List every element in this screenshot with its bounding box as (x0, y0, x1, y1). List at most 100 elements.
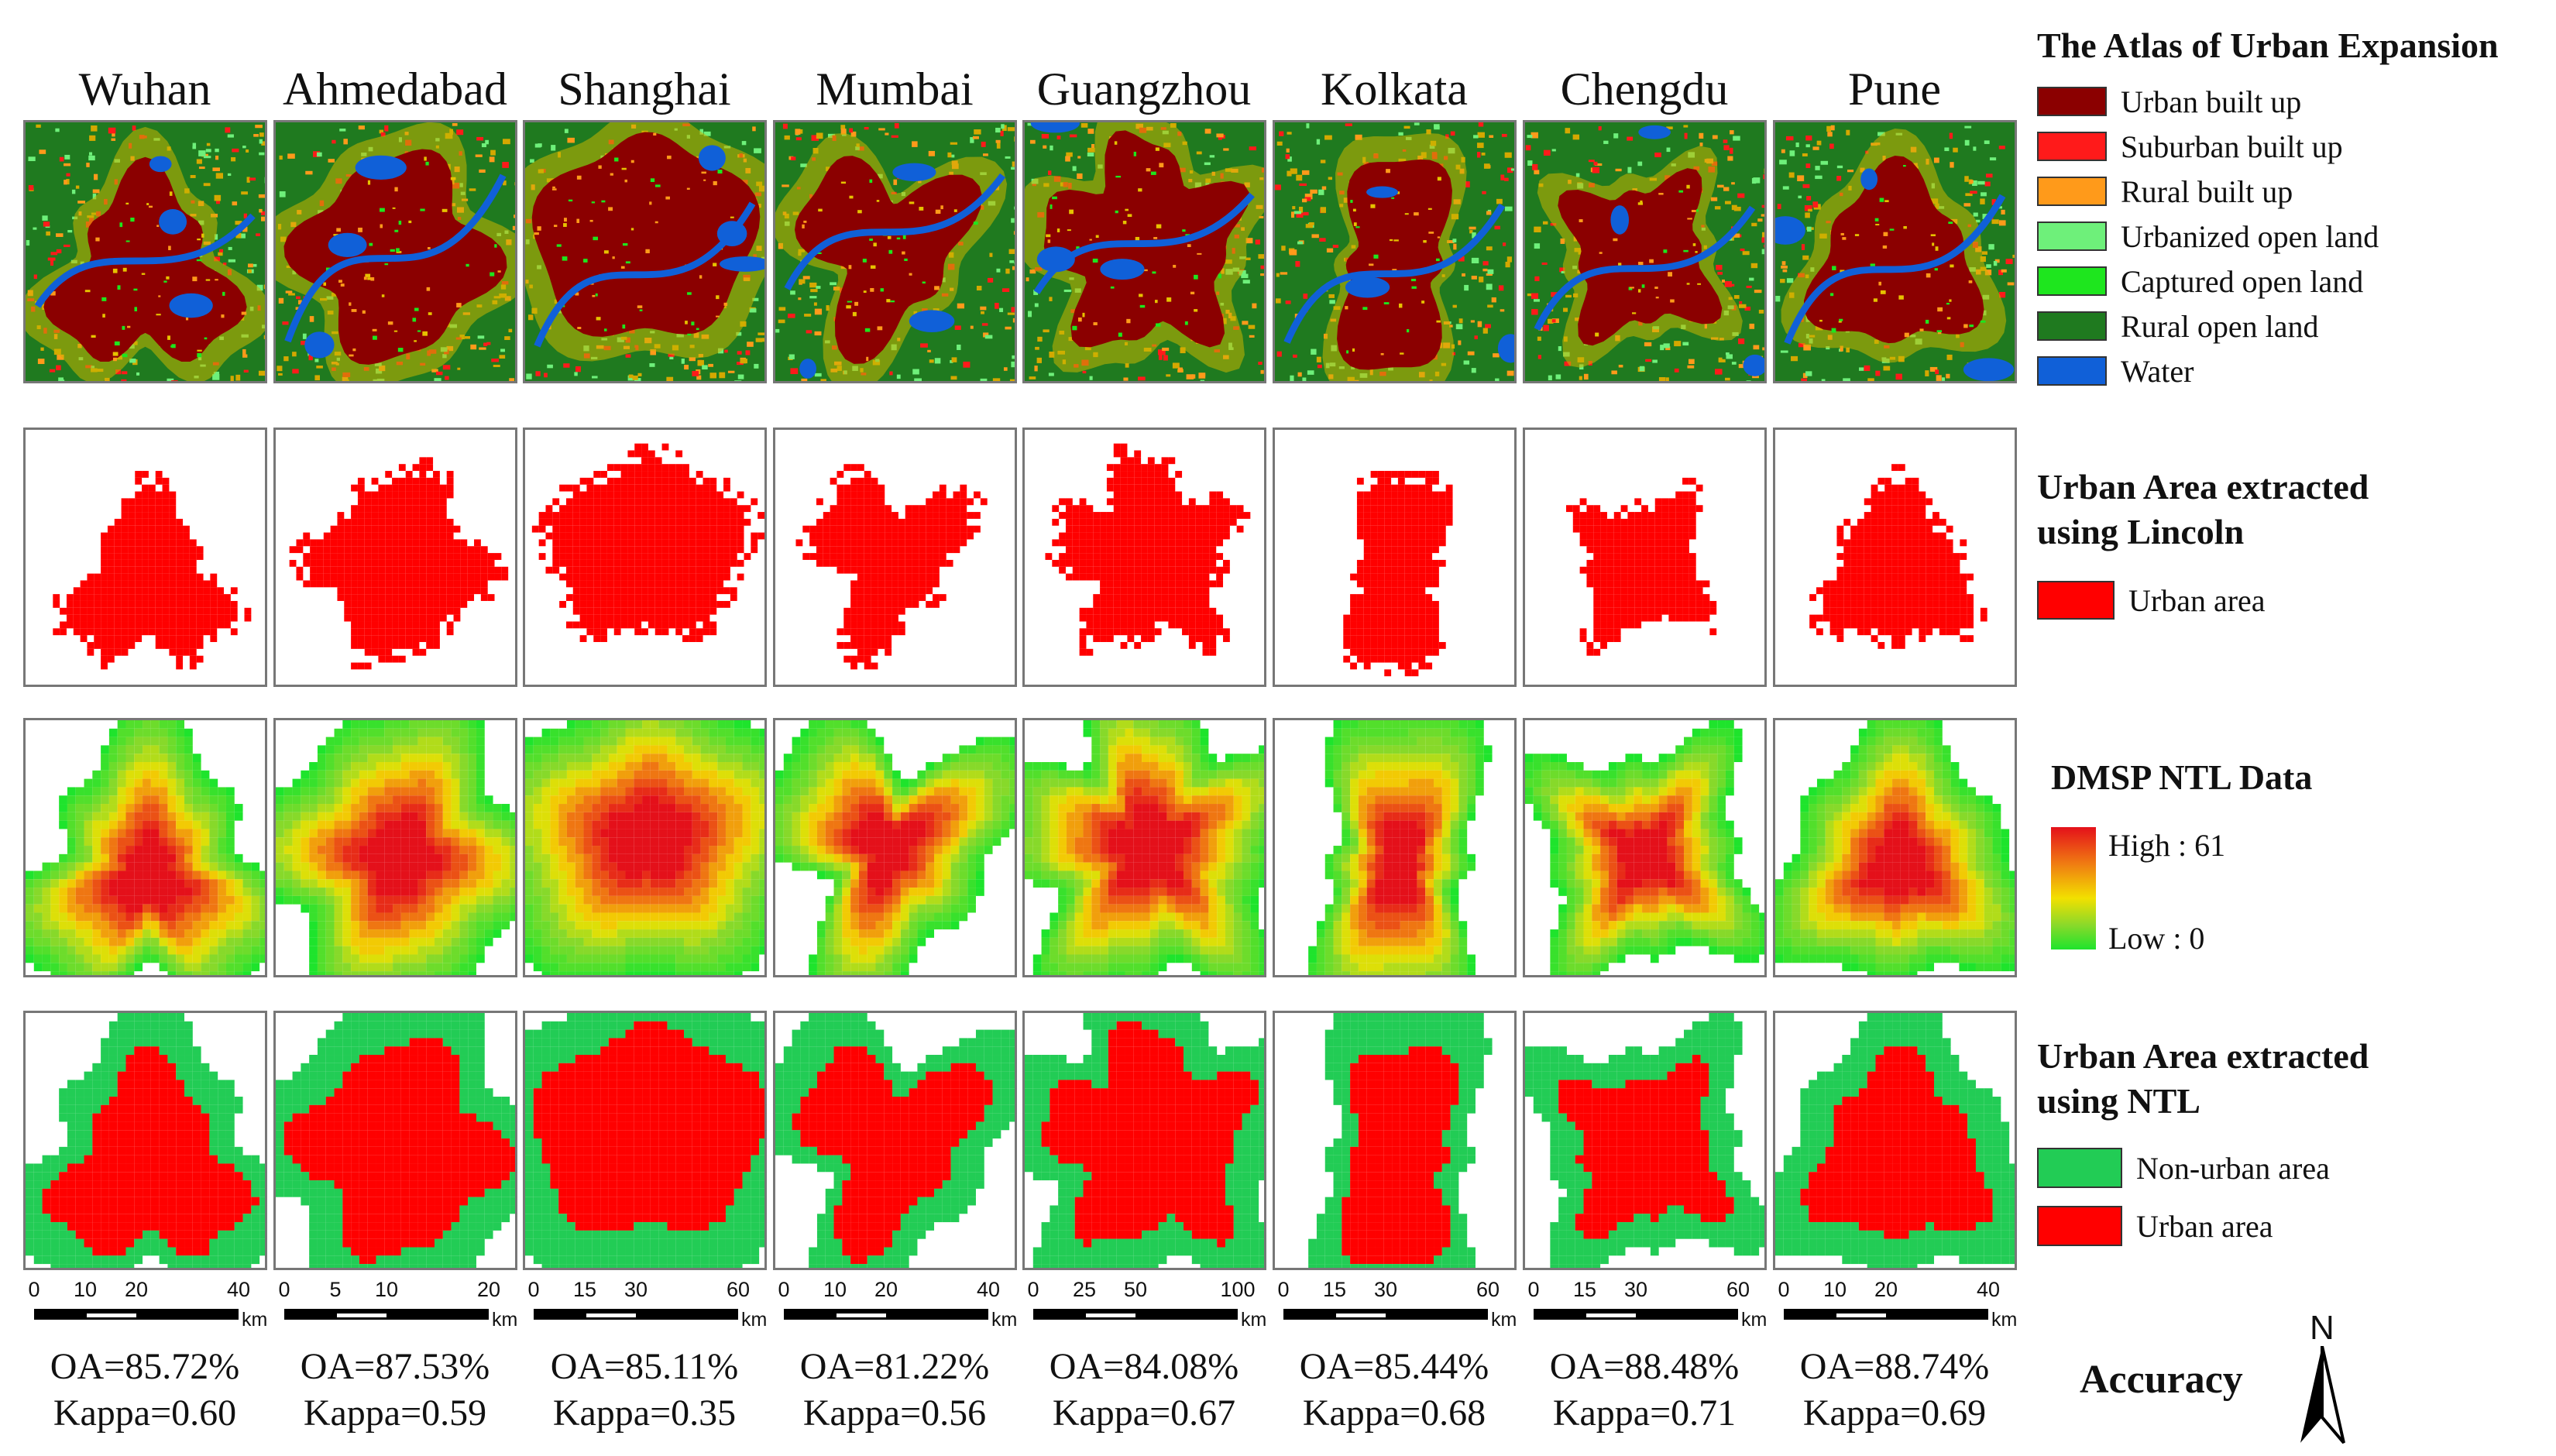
legend-label: Rural open land (2121, 308, 2319, 345)
accuracy-wuhan: OA=85.72% Kappa=0.60 (21, 1344, 269, 1437)
lincoln-urban-map-mumbai (773, 428, 1017, 687)
scale-tick: 0 (1778, 1278, 1789, 1302)
lincoln-urban-map-chengdu (1523, 428, 1767, 687)
kappa: Kappa=0.60 (21, 1390, 269, 1437)
ntl-color-ramp (2051, 827, 2096, 949)
ntl-legend-title: DMSP NTL Data (2051, 755, 2312, 800)
overall-accuracy: OA=81.22% (771, 1344, 1019, 1390)
accuracy-pune: OA=88.74% Kappa=0.69 (1771, 1344, 2018, 1437)
scale-bar-pune: 0 10 20 40 km (1778, 1278, 2025, 1340)
accuracy-ahmedabad: OA=87.53% Kappa=0.59 (271, 1344, 519, 1437)
lincoln-legend-item: Urban area (2037, 582, 2266, 618)
scale-unit: km (1241, 1309, 1266, 1331)
ntl-map-shanghai (523, 718, 767, 977)
scale-bar-graphic (1784, 1309, 1988, 1320)
legend-label: Urbanized open land (2121, 218, 2379, 255)
atlas-legend-title: The Atlas of Urban Expansion (2037, 23, 2499, 68)
ntl-map-wuhan (23, 718, 267, 977)
ntl-urban-map-wuhan (23, 1011, 267, 1270)
atlas-legend-item: Urban built up (2037, 84, 2301, 119)
atlas-legend-item: Urbanized open land (2037, 218, 2379, 254)
ntl-urban-map-kolkata (1273, 1011, 1517, 1270)
scale-tick: 40 (977, 1278, 1000, 1302)
atlas-map-pune (1773, 120, 2017, 383)
ntl-map-ahmedabad (273, 718, 517, 977)
ntl-urban-map-chengdu (1523, 1011, 1767, 1270)
scale-tick: 30 (1374, 1278, 1397, 1302)
ntl-class-legend-item: Non-urban area (2037, 1150, 2330, 1186)
atlas-map-shanghai (523, 120, 767, 383)
scale-tick: 10 (823, 1278, 847, 1302)
legend-swatch (2037, 356, 2107, 386)
lincoln-urban-map-wuhan (23, 428, 267, 687)
legend-label: Captured open land (2121, 263, 2363, 300)
scale-unit: km (1741, 1309, 1767, 1331)
legend-swatch (2037, 266, 2107, 296)
legend-label: Suburban built up (2121, 129, 2343, 165)
scale-unit: km (741, 1309, 767, 1331)
atlas-legend-item: Captured open land (2037, 263, 2363, 299)
scale-tick: 20 (477, 1278, 500, 1302)
atlas-legend-item: Suburban built up (2037, 129, 2343, 164)
overall-accuracy: OA=87.53% (271, 1344, 519, 1390)
overall-accuracy: OA=84.08% (1020, 1344, 1268, 1390)
legend-swatch (2037, 1206, 2122, 1246)
scale-tick: 60 (727, 1278, 750, 1302)
kappa: Kappa=0.59 (271, 1390, 519, 1437)
overall-accuracy: OA=85.44% (1270, 1344, 1518, 1390)
atlas-map-guangzhou (1022, 120, 1266, 383)
kappa: Kappa=0.67 (1020, 1390, 1268, 1437)
scale-tick: 30 (1624, 1278, 1647, 1302)
scale-tick: 0 (778, 1278, 789, 1302)
ntl-map-pune (1773, 718, 2017, 977)
city-name-wuhan: Wuhan (21, 62, 269, 116)
accuracy-guangzhou: OA=84.08% Kappa=0.67 (1020, 1344, 1268, 1437)
scale-tick: 5 (329, 1278, 341, 1302)
atlas-map-kolkata (1273, 120, 1517, 383)
scale-unit: km (1491, 1309, 1517, 1331)
city-name-chengdu: Chengdu (1520, 62, 1768, 116)
ntl-map-guangzhou (1022, 718, 1266, 977)
scale-bar-graphic (784, 1309, 988, 1320)
scale-unit: km (492, 1309, 517, 1331)
ntl-map-chengdu (1523, 718, 1767, 977)
scale-bar-kolkata: 0 15 30 60 km (1277, 1278, 1525, 1340)
scale-tick: 100 (1220, 1278, 1255, 1302)
scale-tick: 15 (573, 1278, 596, 1302)
city-name-pune: Pune (1771, 62, 2018, 116)
scale-tick: 50 (1124, 1278, 1147, 1302)
city-name-guangzhou: Guangzhou (1020, 62, 1268, 116)
legend-label: Water (2121, 353, 2194, 390)
kappa: Kappa=0.35 (520, 1390, 768, 1437)
legend-swatch (2037, 132, 2107, 161)
scale-tick: 40 (1977, 1278, 2000, 1302)
overall-accuracy: OA=88.48% (1520, 1344, 1768, 1390)
scale-tick: 60 (1476, 1278, 1500, 1302)
atlas-legend-item: Rural built up (2037, 173, 2293, 209)
ntl-urban-map-guangzhou (1022, 1011, 1266, 1270)
atlas-map-mumbai (773, 120, 1017, 383)
scale-unit: km (242, 1309, 267, 1331)
scale-tick: 20 (125, 1278, 148, 1302)
accuracy-chengdu: OA=88.48% Kappa=0.71 (1520, 1344, 1768, 1437)
city-name-kolkata: Kolkata (1270, 62, 1518, 116)
lincoln-urban-map-pune (1773, 428, 2017, 687)
kappa: Kappa=0.71 (1520, 1390, 1768, 1437)
lincoln-urban-map-ahmedabad (273, 428, 517, 687)
ntl-map-kolkata (1273, 718, 1517, 977)
scale-bar-graphic (34, 1309, 239, 1320)
scale-tick: 40 (227, 1278, 250, 1302)
scale-bar-shanghai: 0 15 30 60 km (527, 1278, 775, 1340)
overall-accuracy: OA=85.11% (520, 1344, 768, 1390)
scale-tick: 25 (1073, 1278, 1096, 1302)
kappa: Kappa=0.69 (1771, 1390, 2018, 1437)
kappa: Kappa=0.68 (1270, 1390, 1518, 1437)
legend-label: Urban area (2136, 1208, 2273, 1245)
scale-bar-chengdu: 0 15 30 60 km (1527, 1278, 1775, 1340)
scale-tick: 10 (74, 1278, 97, 1302)
atlas-map-wuhan (23, 120, 267, 383)
lincoln-urban-label: Urban area (2128, 582, 2266, 619)
scale-bar-mumbai: 0 10 20 40 km (778, 1278, 1025, 1340)
overall-accuracy: OA=88.74% (1771, 1344, 2018, 1390)
atlas-map-chengdu (1523, 120, 1767, 383)
